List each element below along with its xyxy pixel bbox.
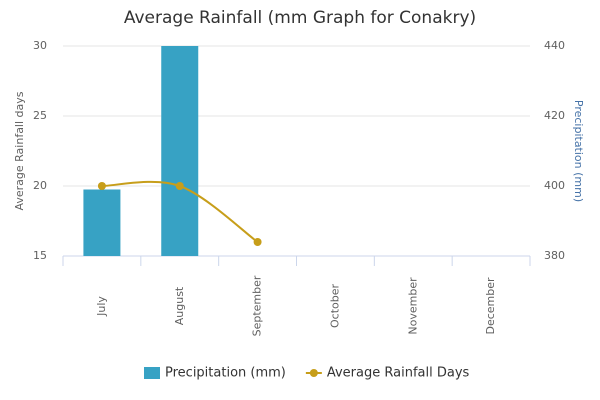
y2-tick-label: 440 xyxy=(544,39,565,52)
legend-swatch xyxy=(144,367,160,379)
legend-marker xyxy=(309,369,318,377)
y2-tick-label: 400 xyxy=(544,179,565,192)
x-tick-label: September xyxy=(251,275,264,336)
legend-label: Average Rainfall Days xyxy=(327,366,470,381)
y-axis-title: Average Rainfall days xyxy=(13,91,26,210)
y2-axis-title: Precipitation (mm) xyxy=(572,100,585,202)
x-tick-label: July xyxy=(95,296,108,317)
x-tick-label: August xyxy=(173,286,186,325)
plot-area xyxy=(83,46,262,256)
marker xyxy=(253,238,262,246)
bar xyxy=(161,46,199,256)
marker xyxy=(175,182,184,190)
bar xyxy=(83,189,121,256)
y-tick-label: 20 xyxy=(33,179,47,192)
y-tick-label: 15 xyxy=(33,249,47,262)
legend-label: Precipitation (mm) xyxy=(165,366,286,381)
x-tick-label: November xyxy=(406,277,419,335)
y-tick-label: 25 xyxy=(33,109,47,122)
y-tick-label: 30 xyxy=(33,39,47,52)
x-tick-label: October xyxy=(328,284,341,328)
marker xyxy=(97,182,106,190)
chart-title: Average Rainfall (mm Graph for Conakry) xyxy=(124,8,476,28)
y2-tick-label: 420 xyxy=(544,109,565,122)
x-tick-label: December xyxy=(484,277,497,335)
y2-tick-label: 380 xyxy=(544,249,565,262)
